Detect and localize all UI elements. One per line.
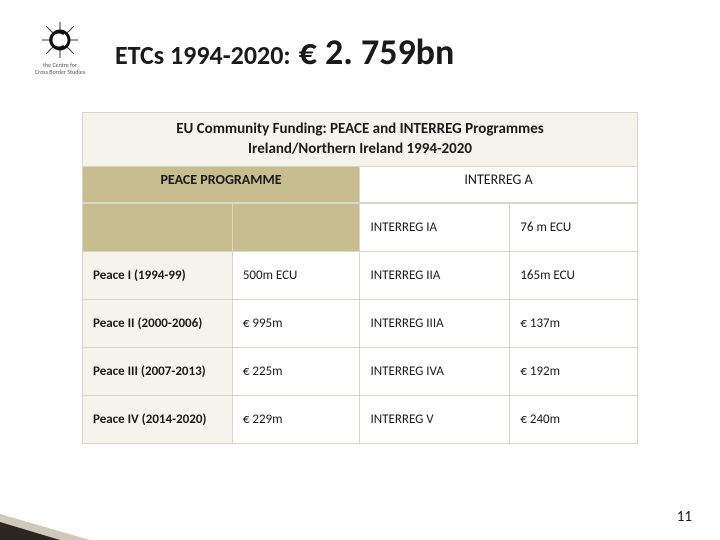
logo-icon	[40, 20, 80, 60]
cell-interreg-amount: € 192m	[510, 347, 638, 395]
logo: the Centre for Cross Border Studies	[30, 20, 90, 90]
cell-peace-name: Peace IV (2014-2020)	[83, 395, 233, 443]
cell-peace-amount: € 995m	[232, 299, 360, 347]
corner-accent-dark	[0, 522, 60, 540]
subhead-peace: PEACE PROGRAMME	[82, 167, 360, 203]
cell-interreg-amount: 165m ECU	[510, 251, 638, 299]
funding-table: EU Community Funding: PEACE and INTERREG…	[82, 112, 638, 444]
data-table: INTERREG IA 76 m ECU Peace I (1994-99) 5…	[82, 203, 638, 444]
cell-peace-amount: € 225m	[232, 347, 360, 395]
page-title: ETCs 1994-2020: € 2. 759bn	[115, 30, 454, 74]
table-banner: EU Community Funding: PEACE and INTERREG…	[82, 112, 638, 167]
table-row: Peace II (2000-2006) € 995m INTERREG III…	[83, 299, 638, 347]
cell-interreg-name: INTERREG IIA	[360, 251, 510, 299]
cell-interreg-amount: 76 m ECU	[510, 203, 638, 251]
cell-peace-name: Peace II (2000-2006)	[83, 299, 233, 347]
cell-interreg-amount: € 240m	[510, 395, 638, 443]
title-amount: € 2. 759bn	[299, 30, 455, 74]
subhead-interreg: INTERREG A	[360, 167, 638, 203]
cell-interreg-amount: € 137m	[510, 299, 638, 347]
banner-line1: EU Community Funding: PEACE and INTERREG…	[176, 120, 544, 138]
cell-peace-amount	[232, 203, 360, 251]
cell-peace-amount: € 229m	[232, 395, 360, 443]
cell-interreg-name: INTERREG IA	[360, 203, 510, 251]
cell-interreg-name: INTERREG IVA	[360, 347, 510, 395]
table-row: Peace IV (2014-2020) € 229m INTERREG V €…	[83, 395, 638, 443]
table-row: Peace I (1994-99) 500m ECU INTERREG IIA …	[83, 251, 638, 299]
banner-line2: Ireland/Northern Ireland 1994-2020	[248, 140, 472, 158]
page-number: 11	[677, 508, 692, 526]
cell-peace-amount: 500m ECU	[232, 251, 360, 299]
cell-peace-name: Peace I (1994-99)	[83, 251, 233, 299]
logo-caption: the Centre for Cross Border Studies	[30, 62, 90, 75]
table-subheader: PEACE PROGRAMME INTERREG A	[82, 167, 638, 203]
title-prefix: ETCs 1994-2020:	[115, 39, 291, 71]
cell-peace-name	[83, 203, 233, 251]
cell-interreg-name: INTERREG V	[360, 395, 510, 443]
table-row: Peace III (2007-2013) € 225m INTERREG IV…	[83, 347, 638, 395]
cell-interreg-name: INTERREG IIIA	[360, 299, 510, 347]
logo-caption-line2: Cross Border Studies	[35, 68, 85, 76]
table-row: INTERREG IA 76 m ECU	[83, 203, 638, 251]
cell-peace-name: Peace III (2007-2013)	[83, 347, 233, 395]
